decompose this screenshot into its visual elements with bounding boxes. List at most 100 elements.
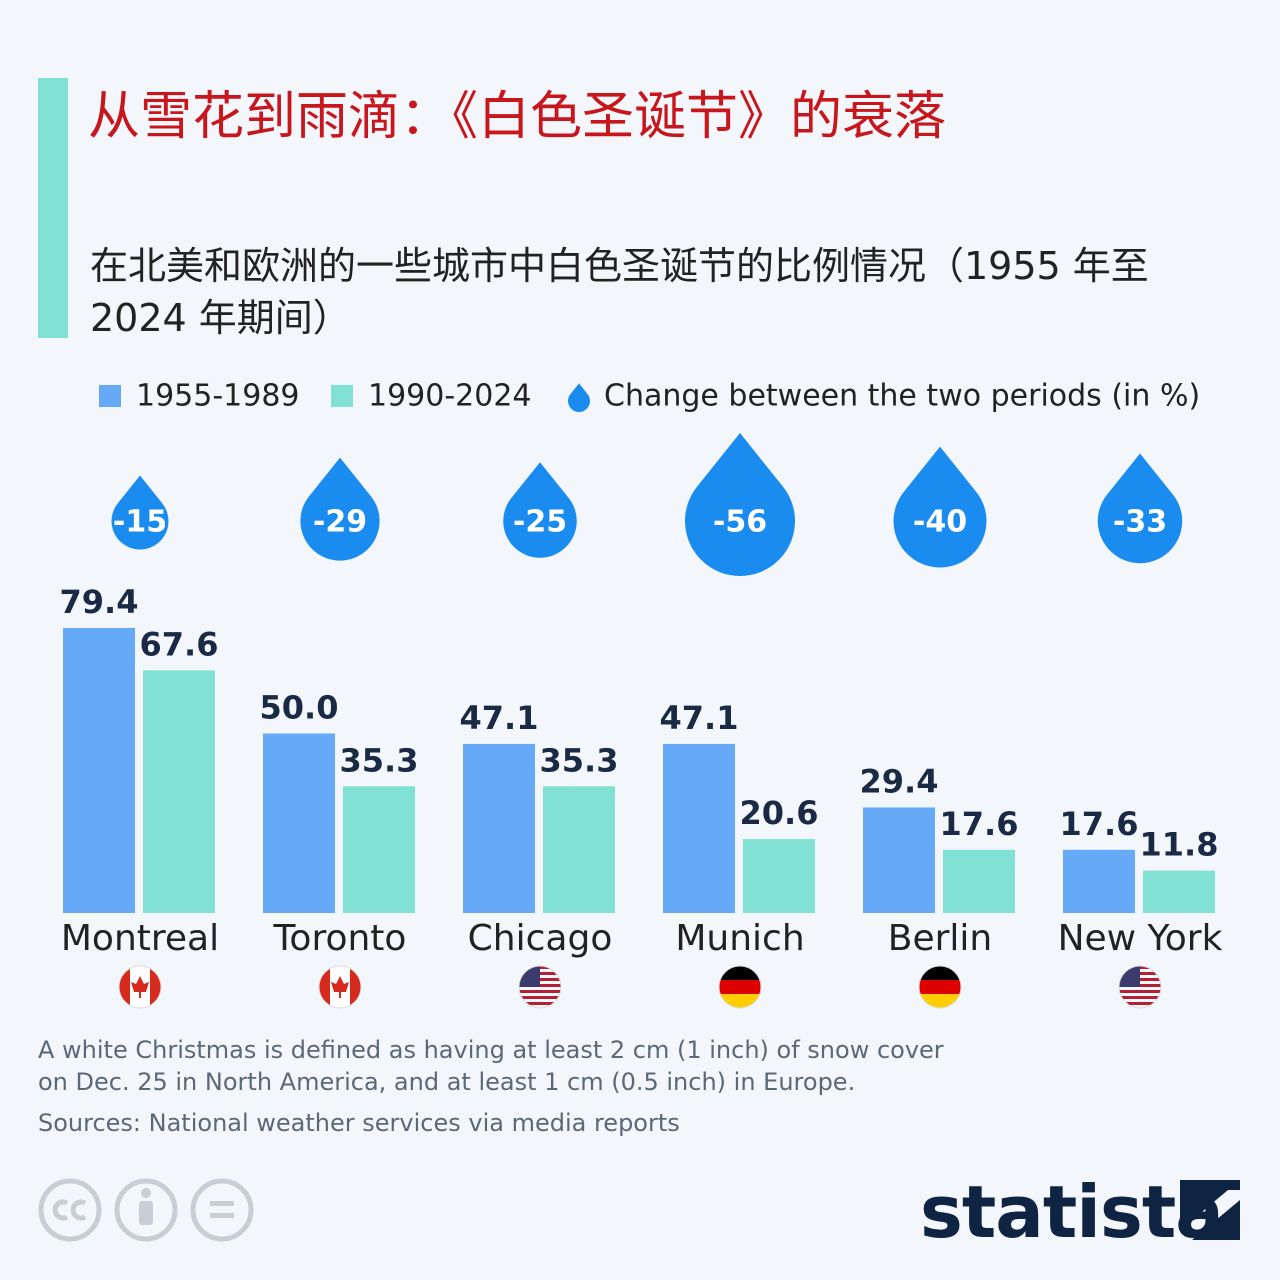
- license-icon: [114, 1178, 178, 1242]
- brand: statista: [920, 1170, 1224, 1254]
- change-label: -33: [1113, 505, 1167, 540]
- flag-body: [719, 966, 761, 1008]
- value-label: 17.6: [1060, 805, 1139, 843]
- value-label: 11.8: [1140, 826, 1219, 864]
- flag-part: [319, 966, 330, 1008]
- bar: [463, 743, 535, 913]
- flag-part: [1119, 990, 1161, 993]
- bar: [1143, 870, 1215, 913]
- change-label: -29: [313, 505, 367, 540]
- change-label: -40: [913, 505, 967, 540]
- license-icon: [141, 1188, 151, 1198]
- change-drop: [300, 457, 380, 561]
- category-label: Berlin: [888, 918, 992, 959]
- bar: [63, 627, 135, 913]
- license-icon: [38, 1178, 102, 1242]
- license-icon: [210, 1213, 234, 1218]
- flag-icon: [118, 965, 162, 1009]
- flag-ring: [318, 965, 362, 1009]
- flag-icon: [718, 965, 762, 1009]
- flag-ring: [918, 965, 962, 1009]
- value-label: 47.1: [460, 699, 539, 737]
- license-icon: [70, 1199, 87, 1221]
- value-label: 35.3: [340, 741, 419, 779]
- value-label: 20.6: [740, 794, 819, 832]
- value-label: 35.3: [540, 741, 619, 779]
- flag-part: [719, 994, 761, 1008]
- flag-part: [131, 976, 149, 998]
- license-icon: [52, 1199, 69, 1221]
- legend-label: 1990-2024: [368, 379, 532, 414]
- change-drop: [684, 432, 796, 577]
- flag-ring: [118, 965, 162, 1009]
- chart-title: 从雪花到雨滴：《白色圣诞节》的衰落: [88, 87, 947, 147]
- category-label: Montreal: [61, 918, 219, 959]
- bar: [143, 670, 215, 913]
- category-label: Munich: [675, 918, 804, 959]
- flag-part: [150, 966, 161, 1008]
- chart-subtitle: 在北美和欧洲的一些城市中白色圣诞节的比例情况（1955 年至 2024 年期间）: [90, 244, 1149, 340]
- bar: [863, 807, 935, 913]
- change-drop: [893, 446, 987, 568]
- flag-part: [719, 980, 761, 994]
- bar: [263, 733, 335, 913]
- flag-part: [519, 996, 561, 999]
- change-label: -15: [113, 505, 167, 540]
- legend-label: 1955-1989: [136, 379, 300, 414]
- category-label: Chicago: [468, 918, 613, 959]
- legend-label: Change between the two periods (in %): [604, 379, 1200, 414]
- bar: [543, 786, 615, 913]
- flag-ring: [1118, 965, 1162, 1009]
- change-label: -25: [513, 505, 567, 540]
- flag-part: [119, 966, 130, 1008]
- source: Sources: National weather services via m…: [38, 1109, 680, 1137]
- flag-icon: [518, 965, 562, 1009]
- bar: [943, 849, 1015, 913]
- bar: [743, 839, 815, 913]
- flag-part: [919, 980, 961, 994]
- category-label: New York: [1058, 918, 1223, 959]
- flag-icon: [918, 965, 962, 1009]
- bar: [1063, 849, 1135, 913]
- license-icon: [139, 1201, 153, 1225]
- brand-icon: [1180, 1190, 1240, 1240]
- flag-body: [519, 966, 561, 1005]
- flag-part: [719, 966, 761, 980]
- flag-part: [919, 994, 961, 1008]
- value-label: 47.1: [660, 699, 739, 737]
- bar: [663, 743, 735, 913]
- change-drop: [111, 475, 169, 550]
- flag-part: [519, 990, 561, 993]
- legend-swatch: [331, 385, 353, 407]
- legend-swatch: [99, 385, 121, 407]
- value-label: 67.6: [140, 625, 219, 663]
- value-label: 29.4: [860, 762, 939, 800]
- bar: [343, 786, 415, 913]
- value-label: 50.0: [260, 689, 339, 727]
- change-label: -56: [713, 505, 767, 540]
- category-label: Toronto: [273, 918, 407, 959]
- license-icon: [190, 1178, 254, 1242]
- accent-bar: [38, 78, 68, 338]
- flag-part: [1119, 1002, 1161, 1005]
- flag-part: [919, 966, 961, 980]
- value-label: 79.4: [60, 583, 139, 621]
- flag-icon: [318, 965, 362, 1009]
- flag-body: [119, 966, 161, 1008]
- flag-ring: [718, 965, 762, 1009]
- flag-part: [1119, 996, 1161, 999]
- flag-icon: [1118, 965, 1162, 1009]
- flag-part: [350, 966, 361, 1008]
- value-label: 17.6: [940, 805, 1019, 843]
- change-drop: [1097, 453, 1183, 564]
- legend-drop: [568, 383, 590, 413]
- flag-body: [919, 966, 961, 1008]
- flag-part: [519, 1002, 561, 1005]
- flag-body: [319, 966, 361, 1008]
- flag-ring: [518, 965, 562, 1009]
- flag-part: [331, 976, 349, 998]
- license-icon: [210, 1201, 234, 1206]
- change-drop: [503, 462, 577, 558]
- footnote: A white Christmas is defined as having a…: [38, 1036, 944, 1096]
